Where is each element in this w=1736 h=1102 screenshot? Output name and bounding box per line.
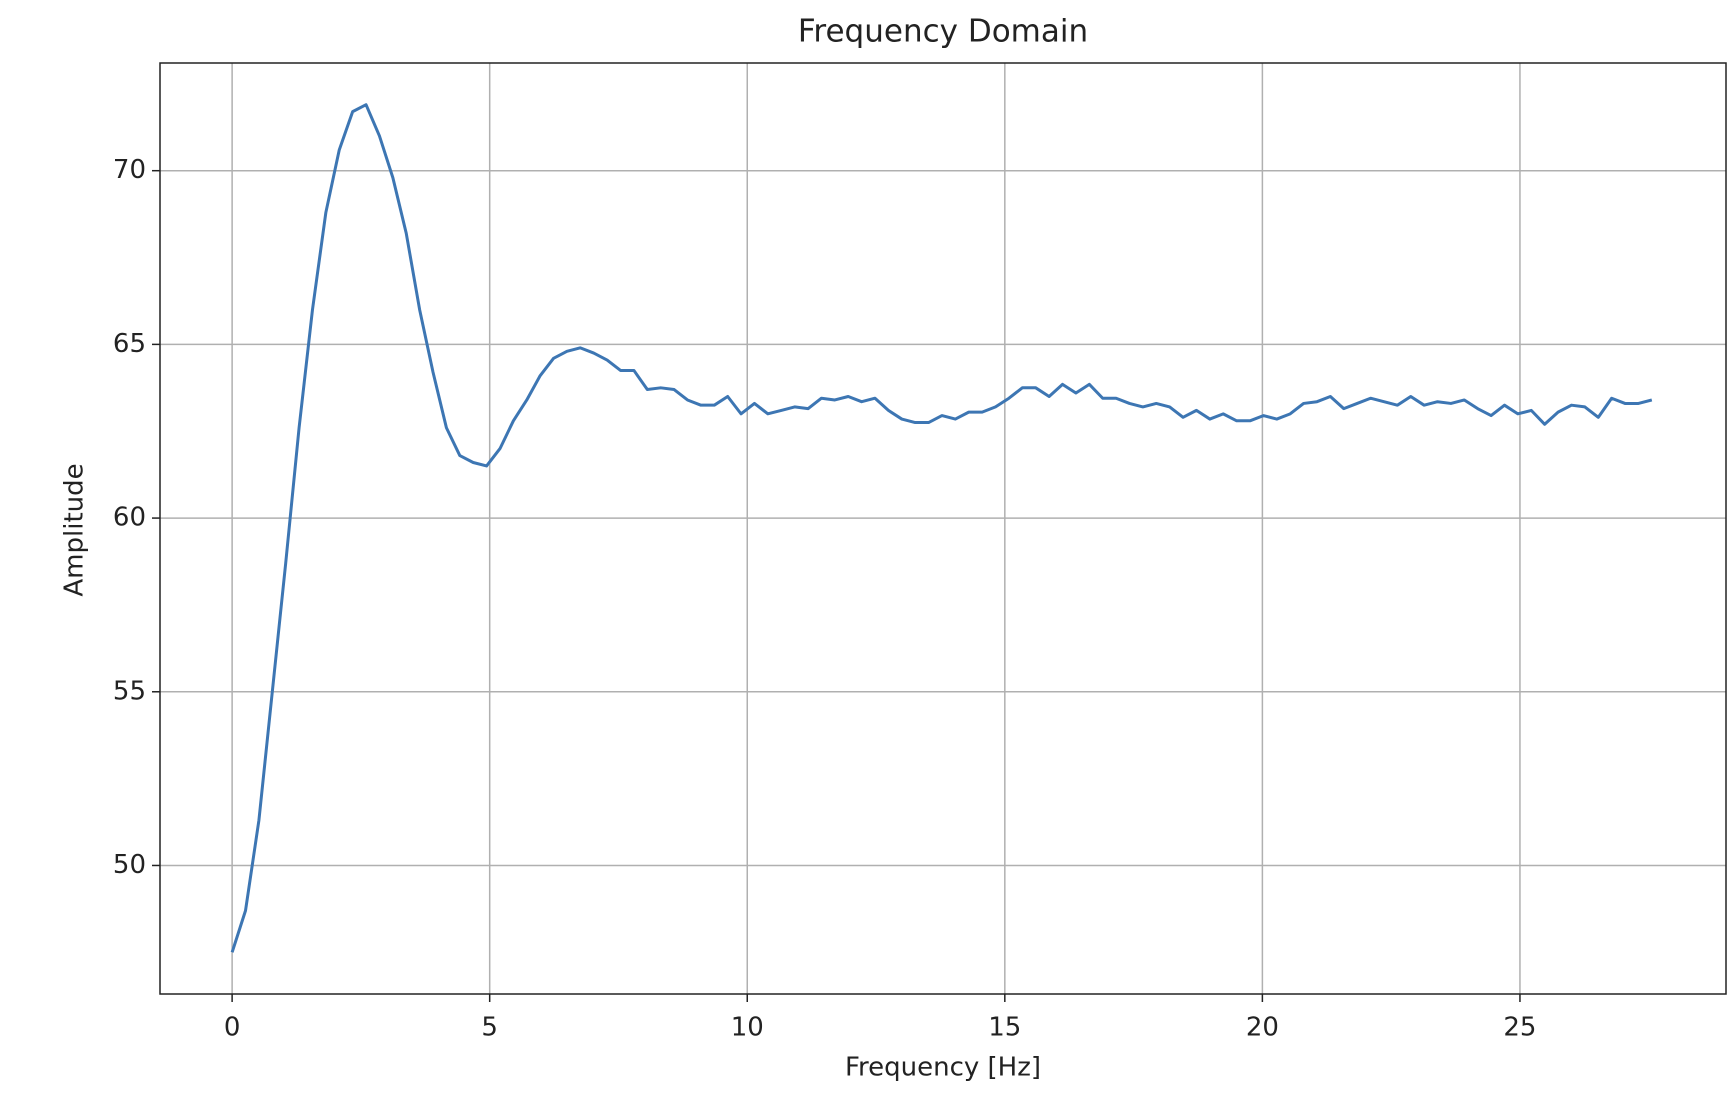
x-axis-label: Frequency [Hz] <box>845 1053 1041 1083</box>
plot-frame <box>159 62 1727 995</box>
y-tick-label: 60 <box>113 503 146 533</box>
y-tick-label: 50 <box>113 850 146 880</box>
x-tick-label: 10 <box>731 1013 764 1043</box>
data-line <box>230 103 1653 953</box>
y-tick-label: 55 <box>113 676 146 706</box>
x-tick-label: 0 <box>224 1013 241 1043</box>
chart-title: Frequency Domain <box>798 14 1088 50</box>
x-tick-label: 15 <box>988 1013 1021 1043</box>
y-tick-label: 70 <box>113 155 146 185</box>
y-axis-label: Amplitude <box>60 463 90 596</box>
x-tick-label: 25 <box>1503 1013 1536 1043</box>
x-tick-label: 20 <box>1246 1013 1279 1043</box>
x-tick-label: 5 <box>481 1013 498 1043</box>
y-tick-label: 65 <box>113 329 146 359</box>
